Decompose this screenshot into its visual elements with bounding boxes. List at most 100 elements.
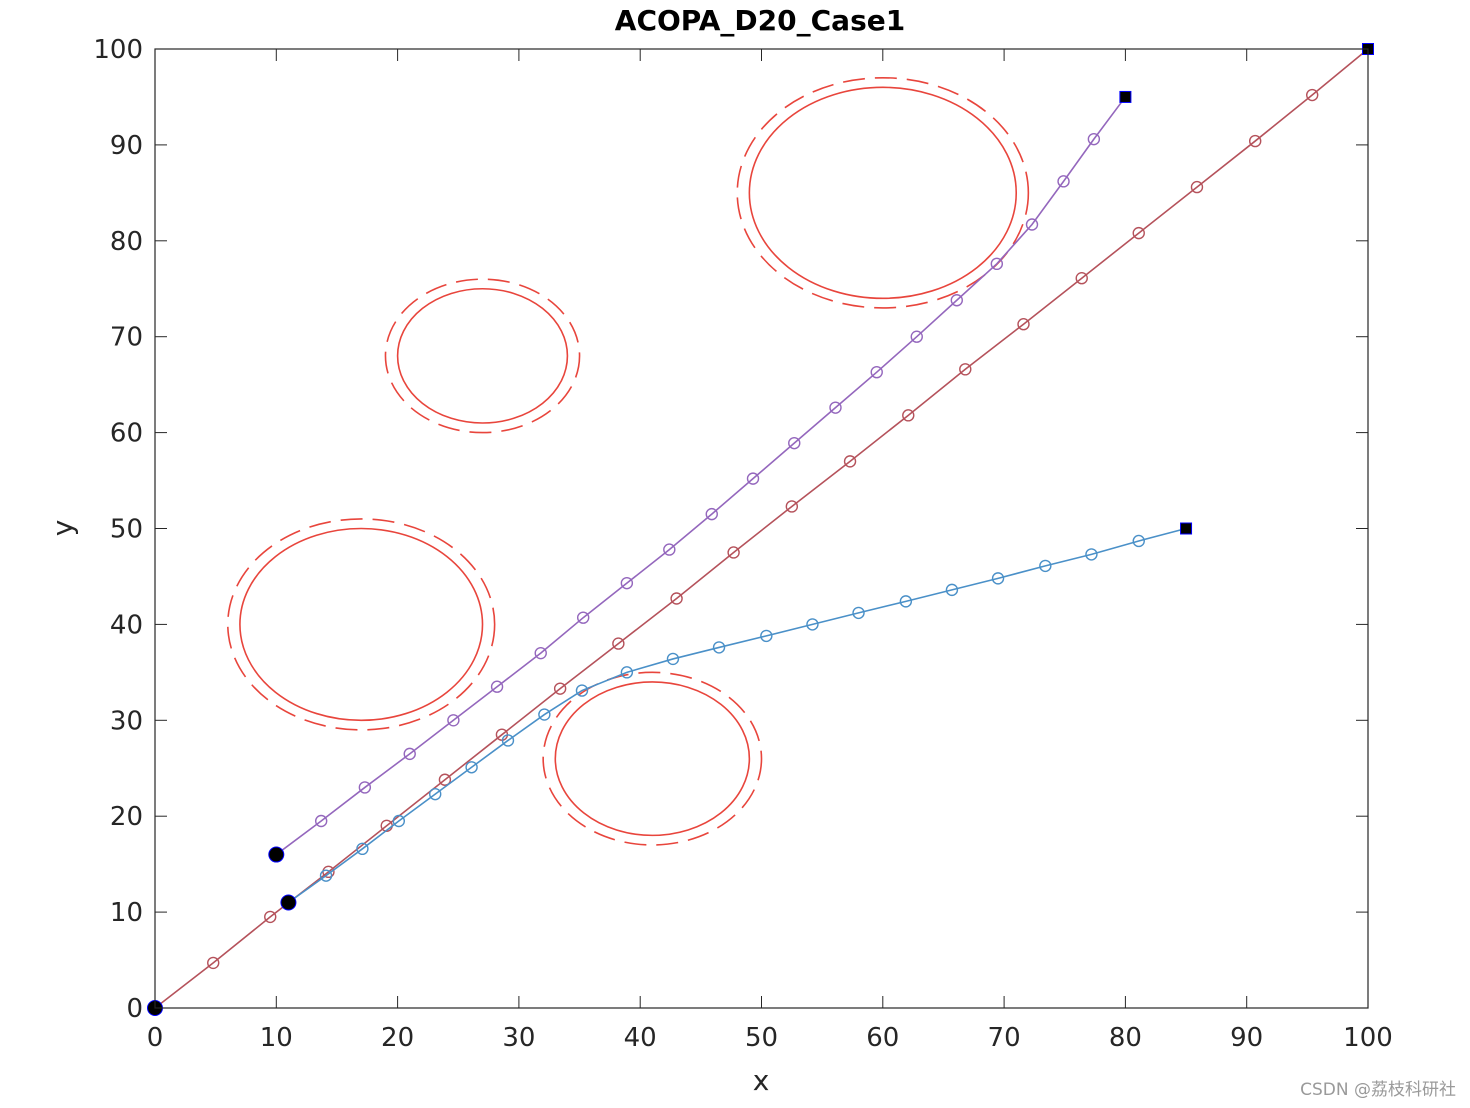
chart-title: ACOPA_D20_Case1 (615, 4, 905, 37)
x-tick-label: 0 (147, 1023, 164, 1053)
series-point (950, 294, 963, 307)
x-tick-label: 100 (1343, 1023, 1393, 1053)
series-point (899, 595, 913, 608)
series-point (1085, 548, 1098, 561)
obstacle-safety-circle (736, 76, 1030, 309)
series-point (666, 652, 680, 666)
series (147, 43, 1374, 1016)
y-tick-label: 50 (110, 515, 143, 545)
goal-marker (1180, 522, 1193, 535)
series-point (403, 747, 416, 761)
obstacle-safety-circle (226, 518, 496, 731)
ticks: 0 10 20 30 40 50 60 70 80 90 100 0 10 20 30 40 50 60 70 80 9… (93, 35, 1392, 1053)
series-point (1057, 175, 1070, 188)
series-point (620, 576, 634, 590)
obstacle-circle (554, 681, 751, 837)
y-tick-label: 100 (93, 35, 143, 65)
obstacle-circle (239, 527, 484, 722)
obstacle-circle (748, 86, 1018, 300)
series-point (1306, 88, 1319, 102)
series-point (438, 773, 452, 786)
series-point (612, 637, 625, 650)
x-tick-label: 60 (866, 1023, 899, 1053)
series-point (959, 363, 972, 376)
series-point (990, 257, 1004, 271)
obstacle-safety-circle (542, 671, 763, 846)
series-point (902, 409, 915, 422)
series-point (1087, 132, 1101, 146)
series-point (319, 869, 333, 882)
series-point (1039, 559, 1052, 573)
series-point (314, 814, 328, 828)
series-point (829, 401, 842, 414)
y-tick-label: 10 (110, 898, 143, 928)
series-point (788, 436, 801, 450)
path-series (268, 90, 1132, 863)
path-series (280, 522, 1193, 911)
series-point (620, 666, 634, 679)
series-point (785, 500, 799, 513)
series-point (712, 641, 726, 654)
series-point (392, 814, 406, 828)
series-point (746, 472, 760, 485)
series-point (1025, 218, 1039, 231)
series-line (275, 96, 1127, 856)
goal-marker (1119, 90, 1132, 103)
x-tick-label: 20 (381, 1023, 414, 1053)
x-tick-label: 80 (1109, 1023, 1142, 1053)
obstacle-circle (396, 287, 569, 424)
x-axis-label: x (753, 1064, 770, 1097)
series-point (358, 781, 372, 794)
x-tick-label: 50 (745, 1023, 778, 1053)
start-marker (280, 894, 297, 911)
series-point (553, 682, 567, 695)
series-point (991, 572, 1005, 585)
series-point (1132, 226, 1145, 240)
series-point (806, 618, 819, 631)
y-tick-label: 60 (110, 419, 143, 449)
start-marker (268, 846, 285, 863)
obstacle-safety-circle (384, 278, 581, 434)
series-point (356, 842, 369, 856)
y-tick-label: 80 (110, 227, 143, 257)
series-point (1190, 180, 1204, 194)
x-tick-label: 90 (1230, 1023, 1263, 1053)
series-point (843, 455, 857, 468)
y-tick-label: 90 (110, 131, 143, 161)
series-point (207, 956, 220, 970)
series-point (490, 680, 504, 693)
series-point (663, 543, 676, 556)
series-point (1132, 534, 1145, 548)
series-point (534, 646, 547, 660)
series-point (1075, 272, 1088, 285)
y-axis-label: y (46, 520, 79, 537)
series-point (705, 507, 718, 521)
x-tick-label: 40 (624, 1023, 657, 1053)
series-point (727, 546, 740, 559)
series-point (910, 330, 923, 343)
series-point (264, 910, 277, 924)
series-point (1248, 134, 1262, 148)
series-point (852, 606, 865, 620)
y-tick-label: 40 (110, 610, 143, 640)
watermark: CSDN @荔枝科研社 (1300, 1080, 1456, 1100)
series-point (501, 734, 515, 747)
y-tick-label: 20 (110, 802, 143, 832)
y-tick-label: 30 (110, 706, 143, 736)
series-point (945, 583, 959, 597)
series-point (670, 592, 683, 605)
series-point (465, 761, 478, 774)
y-tick-label: 0 (126, 994, 143, 1024)
series-point (1017, 318, 1030, 331)
series-point (538, 708, 551, 721)
x-tick-label: 10 (260, 1023, 293, 1053)
series-point (429, 787, 442, 801)
series-point (447, 714, 460, 727)
x-tick-label: 70 (988, 1023, 1021, 1053)
series-point (870, 365, 883, 379)
series-point (575, 684, 589, 697)
series-point (576, 611, 590, 624)
obstacles (226, 76, 1030, 846)
y-tick-label: 70 (110, 323, 143, 353)
